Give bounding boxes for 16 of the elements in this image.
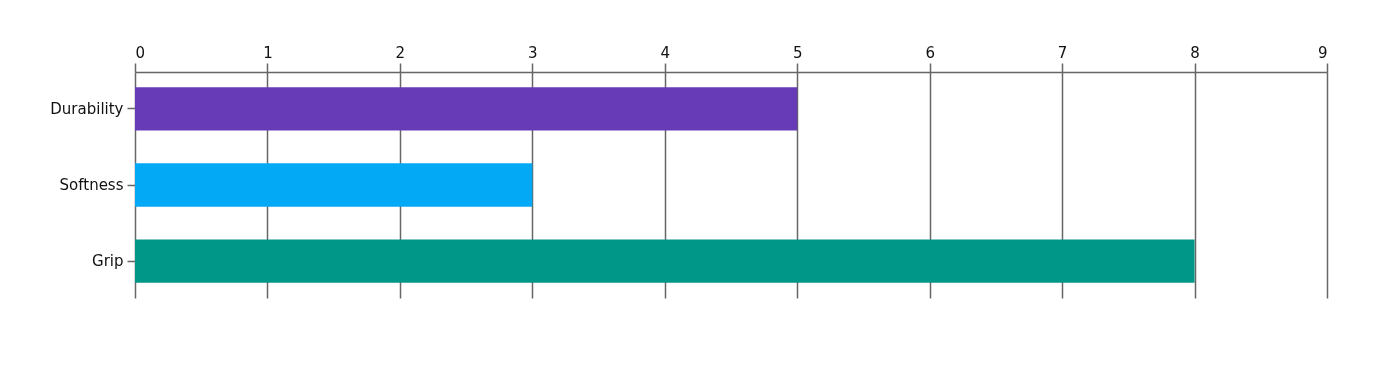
x-tick-label: 8 [1190,43,1200,62]
y-tick-label: Grip [92,252,124,271]
bar [135,87,798,131]
x-tick-label: 2 [395,43,406,62]
bar [135,163,533,207]
x-tick-label: 7 [1057,43,1068,62]
x-tick-label: 6 [925,43,935,62]
y-tick-label: Softness [59,176,124,194]
x-tick-label: 1 [263,43,273,62]
y-tick-label: Durability [50,99,124,118]
bar [135,239,1195,283]
x-tick-label: 3 [528,43,538,62]
x-tick-label: 0 [135,43,146,62]
x-tick-label: 5 [792,43,803,62]
x-tick-label: 4 [660,43,671,62]
x-tick-label: 9 [1317,43,1328,62]
